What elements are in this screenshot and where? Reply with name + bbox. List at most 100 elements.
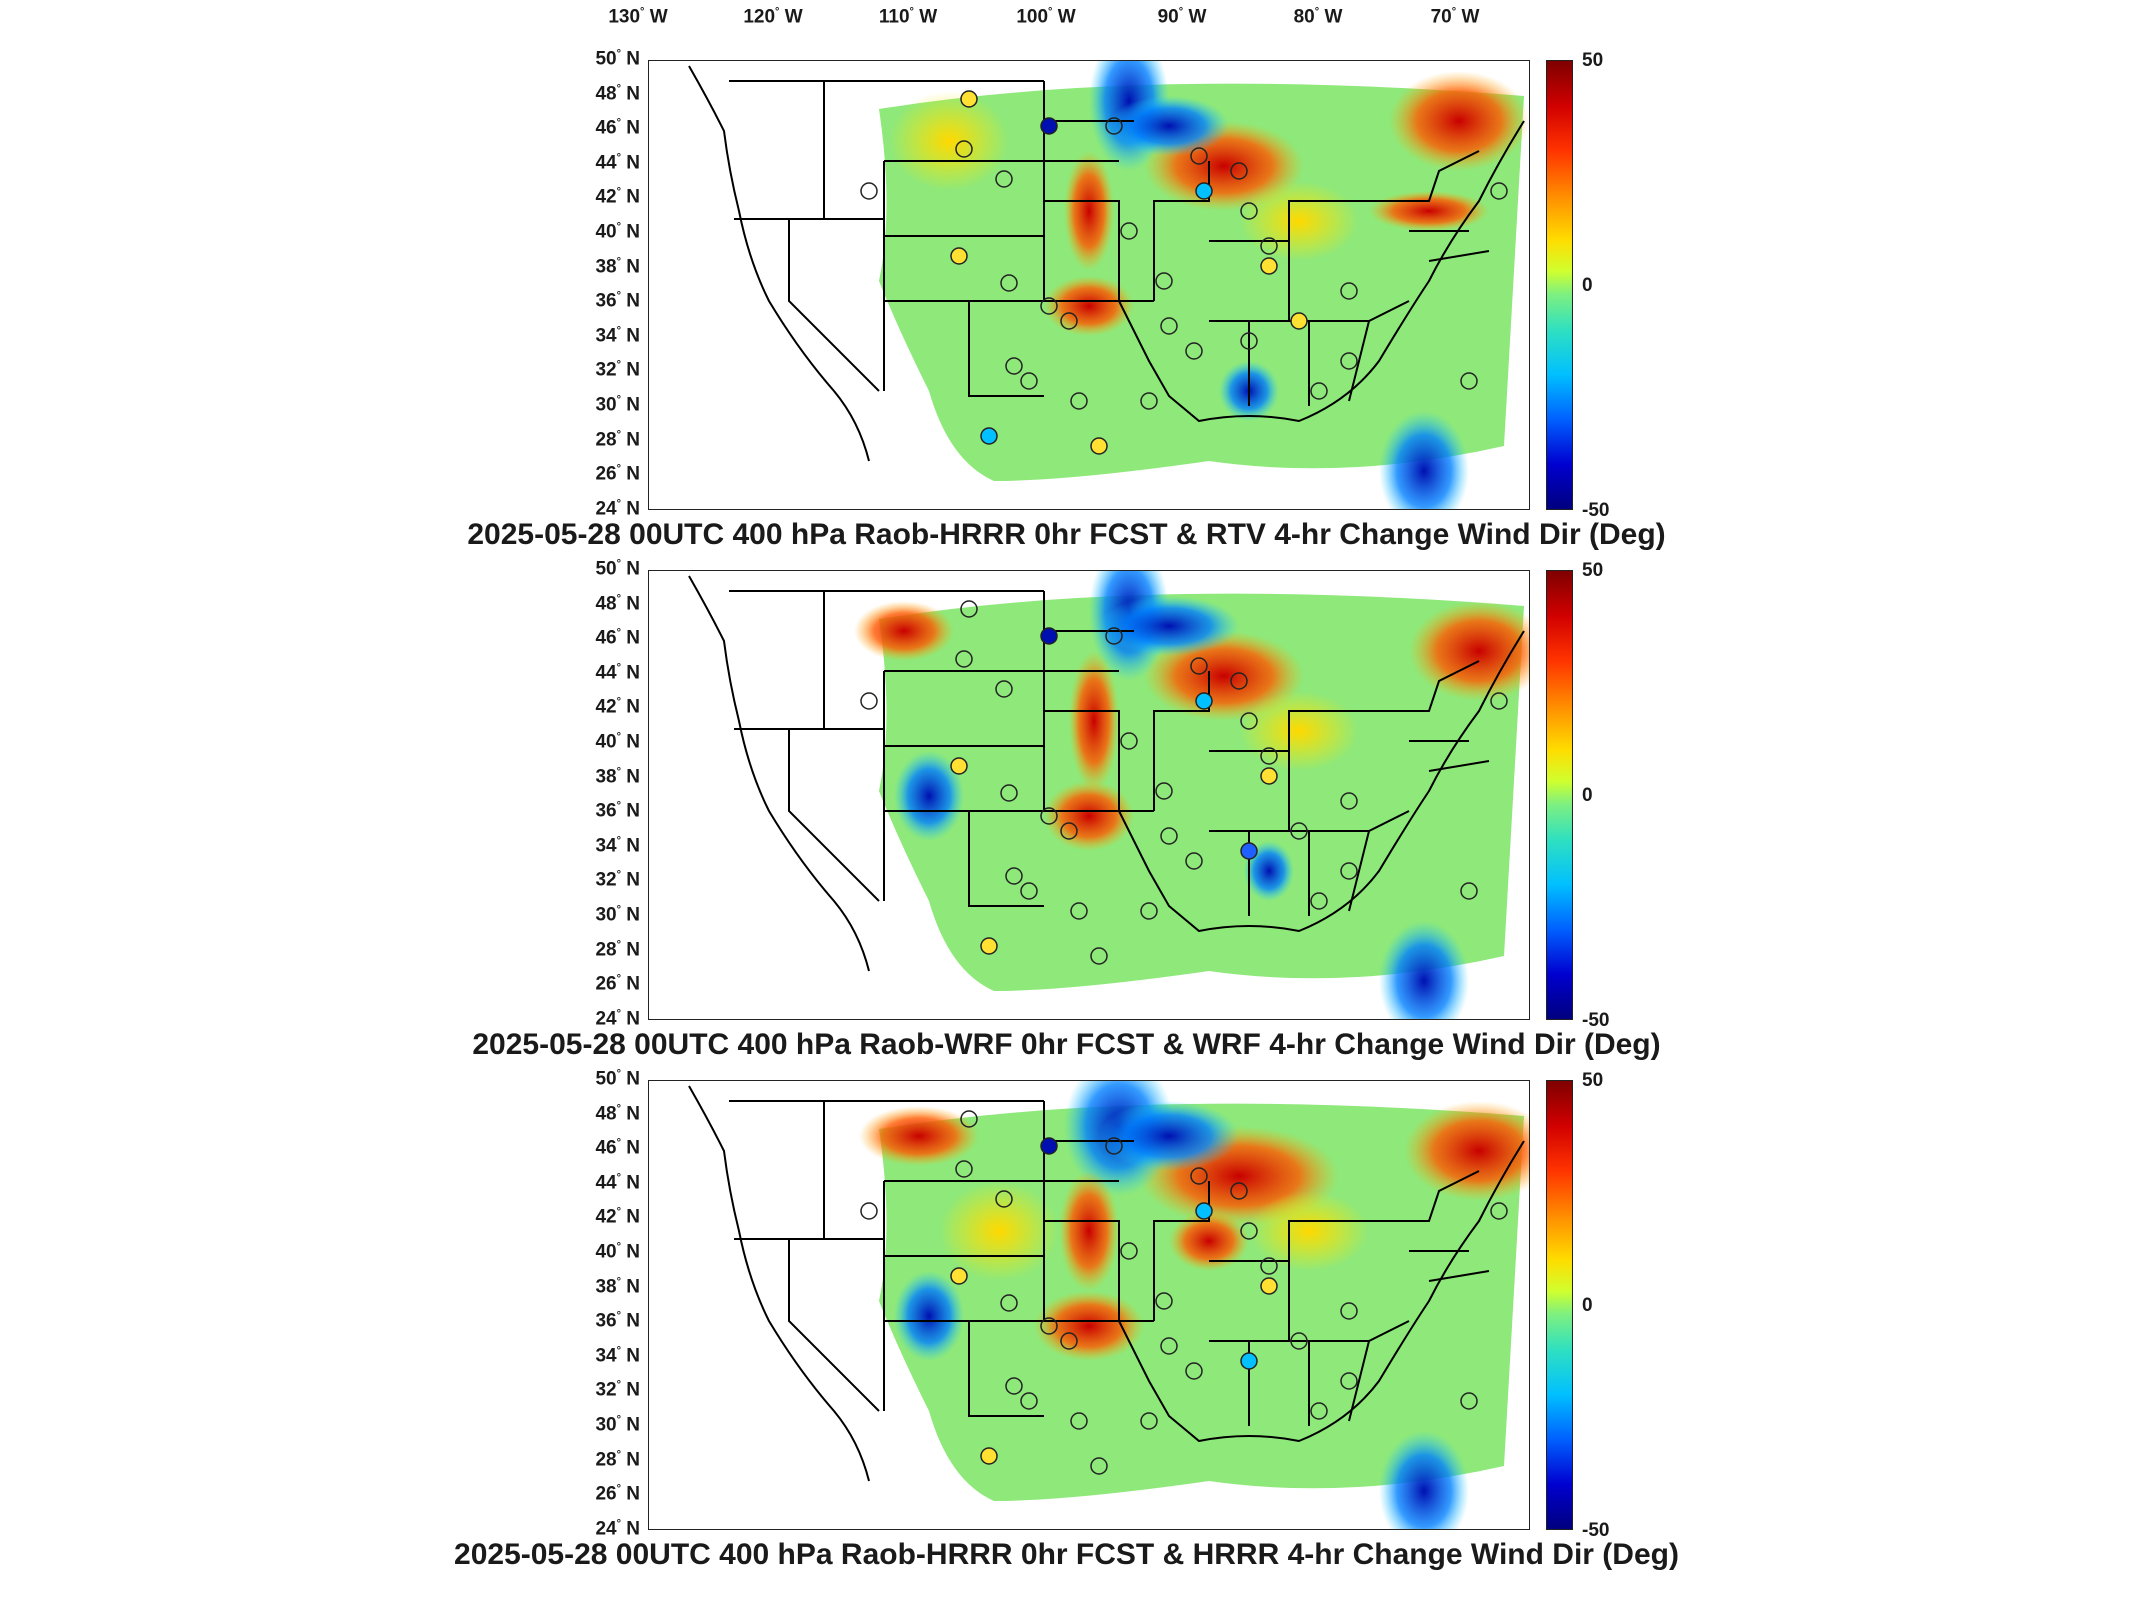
blue-anomaly-region [894,751,964,841]
raob-station-marker [1120,1242,1138,1260]
raob-station-marker [1490,692,1508,710]
lat-label-26n: 26° N [595,1483,640,1505]
raob-station-marker [1185,1362,1203,1380]
raob-station-marker [1040,297,1058,315]
lat-label-48n: 48° N [595,82,640,104]
raob-station-marker [1240,712,1258,730]
raob-station-marker [1060,822,1078,840]
lat-label-32n: 32° N [595,1379,640,1401]
raob-station-marker [995,170,1013,188]
blue-anomaly-region [1379,921,1469,1019]
blue-anomaly-region [1099,1101,1239,1171]
raob-station-marker [1240,842,1258,860]
raob-station-marker [1160,1337,1178,1355]
raob-station-marker [960,90,978,108]
raob-station-marker [1000,274,1018,292]
raob-station-marker [1040,117,1058,135]
raob-station-marker [1185,852,1203,870]
red-anomaly-region [1389,71,1529,171]
raob-station-marker [1020,372,1038,390]
lat-label-44n: 44° N [595,661,640,684]
raob-station-marker [1340,1372,1358,1390]
lat-label-32n: 32° N [595,869,640,891]
raob-station-marker [1260,747,1278,765]
raob-station-marker [960,600,978,618]
colorbar [1546,1080,1573,1530]
lat-label-26n: 26° N [595,973,640,995]
raob-station-marker [1020,1392,1038,1410]
red-anomaly-region [854,601,954,661]
panel-title: 2025-05-28 00UTC 400 hPa Raob-HRRR 0hr F… [454,1538,1679,1571]
raob-station-marker [860,1202,878,1220]
raob-station-marker [1070,902,1088,920]
raob-station-marker [1160,317,1178,335]
lat-label-34n: 34° N [595,1344,640,1367]
colorbar-max-label: 50 [1582,50,1604,71]
boundary-lines [688,575,1525,972]
raob-station-marker [980,937,998,955]
raob-station-marker [1005,1377,1023,1395]
raob-station-marker [950,1267,968,1285]
raob-station-marker [995,1190,1013,1208]
lat-label-38n: 38° N [595,1275,640,1297]
lat-label-34n: 34° N [595,834,640,857]
raob-station-marker [1005,867,1023,885]
raob-station-marker [860,692,878,710]
lat-label-46n: 46° N [595,117,640,139]
raob-station-marker [1060,1332,1078,1350]
blue-anomaly-region [1099,596,1239,656]
lat-label-30n: 30° N [595,1414,640,1436]
lat-label-46n: 46° N [595,1137,640,1159]
red-anomaly-region [1069,651,1119,791]
raob-station-marker [1140,1412,1158,1430]
raob-station-marker [955,1160,973,1178]
lat-label-48n: 48° N [595,592,640,614]
raob-station-marker [1460,372,1478,390]
red-anomaly-region [1034,1291,1144,1361]
colorbar-max-label: 50 [1582,560,1604,581]
colorbar-min-label: -50 [1582,1520,1610,1541]
lat-label-28n: 28° N [595,1448,640,1470]
raob-station-marker [950,757,968,775]
lat-label-36n: 36° N [595,290,640,312]
raob-station-marker [1260,257,1278,275]
raob-station-marker [1040,627,1058,645]
blue-anomaly-region [894,1271,964,1361]
lat-label-44n: 44° N [595,1171,640,1194]
raob-station-marker [1040,807,1058,825]
raob-station-marker [1240,1222,1258,1240]
raob-station-marker [1340,352,1358,370]
raob-station-marker [1240,1352,1258,1370]
raob-station-marker [1140,902,1158,920]
lat-label-38n: 38° N [595,765,640,787]
red-anomaly-region [1064,151,1114,271]
lat-label-28n: 28° N [595,938,640,960]
lat-label-40n: 40° N [595,1241,640,1263]
raob-station-marker [1340,1302,1358,1320]
raob-station-marker [1260,767,1278,785]
raob-station-marker [1195,182,1213,200]
raob-station-marker [1120,222,1138,240]
wind-direction-change-map [688,1081,1529,1529]
raob-station-marker [860,182,878,200]
raob-station-marker [1155,1292,1173,1310]
lat-label-28n: 28° N [595,428,640,450]
lon-label-80w: 80° W [1293,6,1343,28]
raob-station-marker [1040,1317,1058,1335]
lon-label-100w: 100° W [1016,6,1076,28]
lat-label-40n: 40° N [595,221,640,243]
blue-anomaly-region [1109,96,1229,156]
raob-station-marker [1000,784,1018,802]
raob-station-marker [955,140,973,158]
raob-station-marker [1190,657,1208,675]
lon-label-110w: 110° W [878,6,938,28]
blue-anomaly-region [1244,841,1294,901]
raob-station-marker [1460,882,1478,900]
red-anomaly-region [1044,781,1134,851]
raob-station-marker [1040,1137,1058,1155]
lat-label-50n: 50° N [595,558,640,580]
raob-station-marker [1460,1392,1478,1410]
raob-station-marker [1155,782,1173,800]
red-anomaly-region [1044,276,1134,336]
lat-label-24n: 24° N [595,1517,640,1540]
